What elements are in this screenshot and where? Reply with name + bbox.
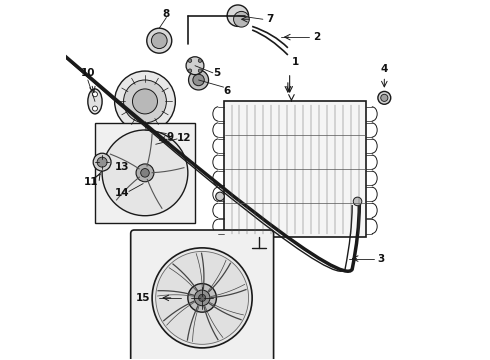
FancyBboxPatch shape: [131, 230, 273, 360]
Bar: [95, 123, 195, 223]
Circle shape: [152, 248, 252, 348]
Circle shape: [188, 69, 192, 72]
Circle shape: [123, 80, 167, 123]
Ellipse shape: [88, 89, 102, 114]
Circle shape: [378, 91, 391, 104]
Circle shape: [216, 192, 224, 201]
Text: 12: 12: [177, 133, 192, 143]
Circle shape: [189, 70, 209, 90]
Circle shape: [93, 92, 98, 97]
Text: 8: 8: [163, 9, 170, 19]
Circle shape: [115, 71, 175, 132]
Circle shape: [198, 294, 206, 301]
Text: 14: 14: [115, 188, 129, 198]
Circle shape: [234, 12, 249, 27]
Circle shape: [188, 284, 217, 312]
Circle shape: [193, 74, 204, 86]
Circle shape: [188, 59, 192, 62]
Circle shape: [194, 290, 210, 306]
Text: 4: 4: [381, 64, 388, 74]
Bar: [223, 102, 367, 237]
Text: 5: 5: [213, 68, 220, 78]
Text: 9: 9: [167, 132, 173, 142]
Circle shape: [93, 153, 111, 171]
Circle shape: [381, 94, 388, 102]
Circle shape: [151, 33, 167, 49]
Text: 11: 11: [84, 177, 98, 187]
Circle shape: [186, 57, 204, 75]
Circle shape: [198, 69, 202, 72]
Circle shape: [198, 59, 202, 62]
Circle shape: [132, 89, 157, 114]
Circle shape: [227, 5, 248, 26]
Circle shape: [156, 251, 248, 344]
Circle shape: [136, 164, 154, 182]
Text: 6: 6: [223, 86, 231, 96]
Text: 15: 15: [136, 293, 150, 303]
Circle shape: [102, 130, 188, 216]
Text: 10: 10: [80, 68, 95, 78]
Circle shape: [353, 197, 362, 206]
Circle shape: [141, 168, 149, 177]
Text: 13: 13: [115, 162, 129, 172]
Text: 3: 3: [377, 253, 384, 264]
Circle shape: [97, 157, 107, 167]
Text: 1: 1: [292, 57, 299, 67]
Text: 2: 2: [313, 32, 320, 42]
Text: 7: 7: [267, 14, 274, 24]
Circle shape: [147, 28, 172, 53]
Circle shape: [93, 106, 98, 111]
